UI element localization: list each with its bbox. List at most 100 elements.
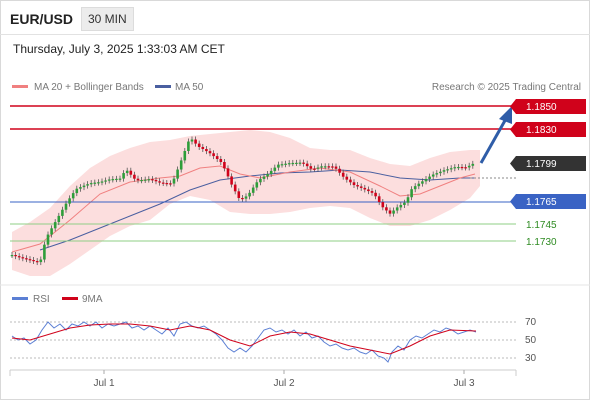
candle-body [352,182,356,186]
rsi-legend-swatch [12,297,28,300]
rsi-ma-legend-swatch [62,297,78,300]
candle-body [410,189,413,198]
candle-body [197,143,201,147]
rsi-ma-legend-label: 9MA [82,294,103,305]
candle-body [334,166,338,169]
ma20-legend-label: MA 20 + Bollinger Bands [34,82,144,93]
candle-body [262,176,266,179]
ma20-line [11,165,476,253]
ma50-legend-swatch [155,85,171,88]
candle-body [143,179,147,181]
candle-body [338,168,341,173]
candle-body [61,209,64,216]
rsi-axis-30: 30 [525,353,537,364]
candle-body [43,244,46,260]
level-tag-1765 [516,194,586,209]
candle-body [10,254,14,257]
level-tag-1850-pointer [510,99,516,114]
level-tag-1830-pointer [510,122,516,137]
candle-body [331,166,334,168]
timestamp: Thursday, July 3, 2025 1:33:03 AM CET [13,42,225,56]
candle-body [370,191,374,193]
candle-body [316,167,320,169]
candle-body [21,257,25,259]
candle-body [68,198,71,204]
chart-header: EUR/USD 30 MIN [0,0,590,34]
candle-body [115,178,118,181]
candle-body [201,146,205,150]
candle-body [183,151,187,161]
candle-body [467,165,471,168]
candle-body [32,260,35,262]
candle-body [82,185,86,188]
candle-body [295,162,298,165]
candle-body [39,259,43,263]
candle-body [392,210,395,214]
candle-body [453,167,457,169]
candle-body [187,141,190,152]
candle-body [259,178,262,183]
candle-body [446,169,449,171]
research-credit: Research © 2025 Trading Central [432,82,581,93]
last-price-value: 1.1799 [526,159,557,170]
candle-body [118,178,122,180]
candle-body [125,170,129,174]
candle-body [86,184,89,186]
candle-body [374,192,377,197]
candle-body [215,156,219,160]
candle-body [399,204,403,208]
candle-body [194,139,197,144]
candle-body [313,168,316,170]
candle-body [248,192,251,197]
candlesticks [10,136,475,266]
candle-body [442,170,446,172]
candle-body [349,179,352,183]
candle-body [302,162,305,164]
candle-body [431,174,435,177]
candle-body [363,187,367,190]
x-label-jul1: Jul 1 [93,378,115,389]
candle-body [46,234,50,245]
candle-body [417,183,421,187]
candle-body [381,202,385,208]
candle-body [226,168,230,177]
candle-body [298,162,302,164]
candle-body [223,162,226,169]
level-value-1730: 1.1730 [526,237,557,248]
candle-body [241,197,244,200]
forecast-arrow [479,106,512,164]
candle-body [230,176,233,185]
candle-body [385,207,388,211]
candle-body [147,179,151,181]
level-tag-1850 [516,99,586,114]
rsi-line [11,321,477,363]
level-tag-1765-pointer [510,194,516,209]
x-label-jul2: Jul 2 [273,378,295,389]
candle-body [205,149,208,152]
candle-body [14,254,17,257]
level-value-1765: 1.1765 [526,197,557,208]
candle-body [212,153,215,157]
candle-body [291,162,295,165]
candle-body [305,163,309,167]
candle-body [266,174,269,177]
ma50-line [39,169,475,251]
candle-body [251,187,255,193]
level-tag-1830 [516,122,586,137]
candle-body [269,170,273,175]
timeframe-button[interactable]: 30 MIN [81,7,134,31]
candle-body [190,139,194,142]
candle-body [133,174,136,179]
candle-body [395,207,399,211]
candle-body [79,187,82,189]
candle-body [323,166,327,168]
candle-body [284,163,287,165]
candle-body [244,196,248,199]
ma20-legend-swatch [12,85,28,88]
rsi-legend-label: RSI [33,294,50,305]
candle-body [309,166,313,169]
candle-body [428,176,431,179]
candle-body [424,178,428,182]
candle-body [17,256,21,258]
